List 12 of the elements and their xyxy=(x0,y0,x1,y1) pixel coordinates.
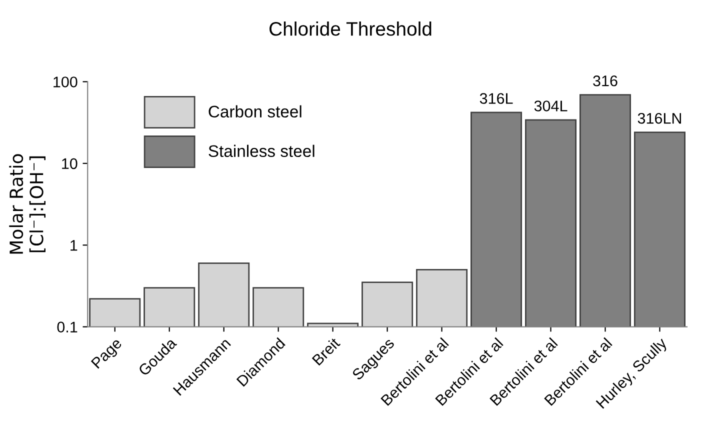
y-tick-label: 100 xyxy=(54,76,78,88)
annotation: 316L xyxy=(480,93,513,104)
y-tick-label: 10 xyxy=(62,158,78,170)
annotation: 316LN xyxy=(638,112,682,124)
y-tick-label: 1 xyxy=(70,240,78,251)
y-axis-title: Molar Ratio [Cl⁻]:[OH⁻] xyxy=(9,154,46,254)
annotation: 304L xyxy=(534,100,568,112)
annotation: 316 xyxy=(593,75,618,86)
legend-label: Carbon steel xyxy=(208,105,302,118)
y-tick-label: 0.1 xyxy=(57,322,78,332)
legend-label: Stainless steel xyxy=(208,144,314,158)
chart-title: Chloride Threshold xyxy=(270,22,432,36)
